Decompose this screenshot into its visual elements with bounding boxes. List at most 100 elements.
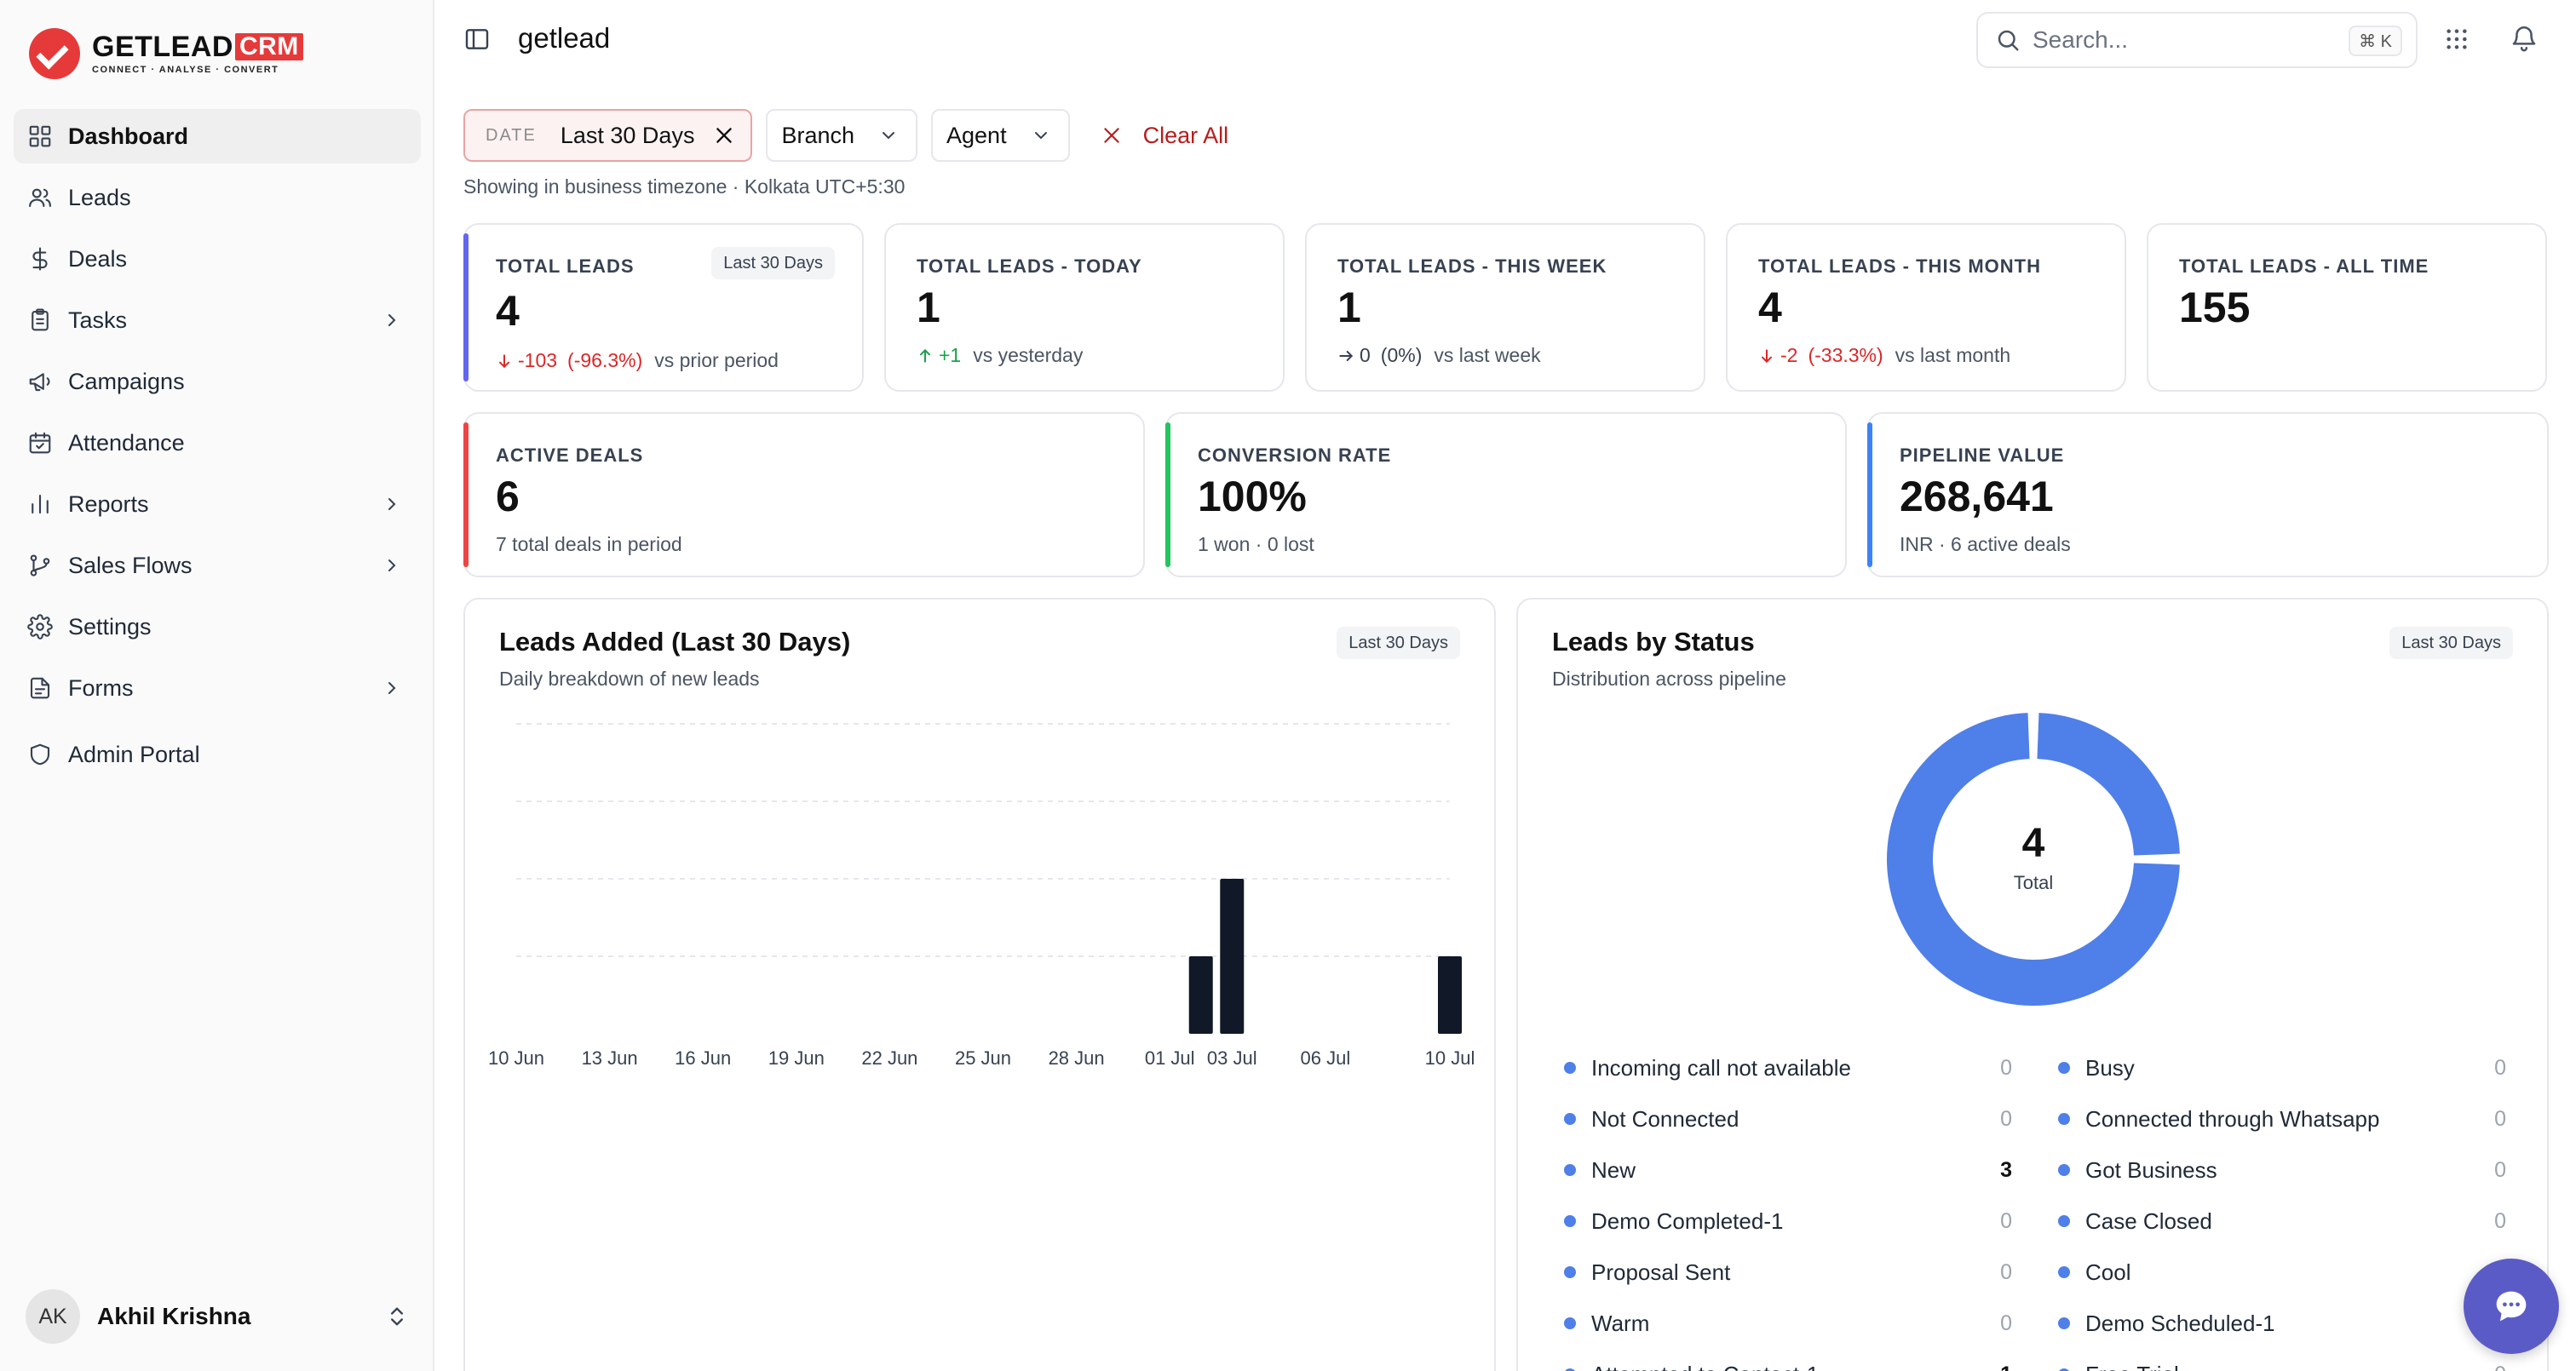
apps-grid-icon[interactable] <box>2443 26 2470 53</box>
legend-item[interactable]: Demo Completed-1 0 <box>1552 1196 2022 1247</box>
kpi-compare: vs yesterday <box>973 344 1084 366</box>
x-tick-label: 22 Jun <box>861 1047 917 1069</box>
legend-item[interactable]: Attempted to Contact-1 1 <box>1552 1349 2022 1371</box>
legend-count: 0 <box>2494 1209 2506 1233</box>
legend-count: 0 <box>2494 1362 2506 1371</box>
legend-count: 0 <box>2000 1209 2012 1233</box>
legend-dot <box>1564 1317 1576 1329</box>
donut-slice[interactable] <box>2037 713 2180 856</box>
legend-item[interactable]: Warm 0 <box>1552 1298 2022 1349</box>
legend-item[interactable]: Demo Scheduled-10 <box>2046 1298 2516 1349</box>
sidebar-item-deals[interactable]: Deals <box>14 232 421 286</box>
kpi-card: TOTAL LEADS - THIS MONTH 4 -2 (-33.3%) vs la… <box>1726 223 2126 392</box>
sidebar-item-campaigns[interactable]: Campaigns <box>14 354 421 409</box>
legend-label: Demo Completed-1 <box>1591 1208 1784 1234</box>
legend-item[interactable]: Case Closed 0 <box>2046 1196 2516 1247</box>
chevrons-up-down-icon <box>391 1307 403 1326</box>
sidebar-item-label: Attendance <box>68 429 185 456</box>
status-chart-subtitle: Distribution across pipeline <box>1552 668 1786 690</box>
kpi-delta: +1 <box>939 344 962 366</box>
kpi-delta: -2 <box>1780 344 1798 366</box>
chart-bar[interactable] <box>1220 879 1245 1034</box>
sidebar-item-label: Deals <box>68 245 128 272</box>
leads-added-card: Leads Added (Last 30 Days) Daily breakdo… <box>463 598 1496 1371</box>
sidebar-item-forms[interactable]: Forms <box>14 661 421 715</box>
sidebar-item-label: Settings <box>68 613 152 640</box>
legend-item[interactable]: Cool0 <box>2046 1247 2516 1298</box>
donut-slice[interactable] <box>1887 713 2180 1006</box>
status-chart-title: Leads by Status <box>1552 627 1755 657</box>
x-tick-label: 19 Jun <box>768 1047 825 1069</box>
user-name: Akhil Krishna <box>97 1303 251 1329</box>
close-icon <box>1103 128 1119 143</box>
sidebar-item-leads[interactable]: Leads <box>14 170 421 225</box>
sidebar-item-attendance[interactable]: Attendance <box>14 416 421 470</box>
user-menu[interactable]: AK Akhil Krishna <box>26 1289 409 1344</box>
legend-item[interactable]: Not Connected 0 <box>1552 1093 2022 1144</box>
kpi-range-badge: Last 30 Days <box>711 247 835 279</box>
sidebar-item-label: Dashboard <box>68 123 189 149</box>
legend-item[interactable]: Free Trial 0 <box>2046 1349 2516 1371</box>
legend-dot <box>2058 1317 2070 1329</box>
sidebar: GETLEAD CRM CONNECT · ANALYSE · CONVERT … <box>0 0 434 1371</box>
leads-chart-subtitle: Daily breakdown of new leads <box>499 668 760 690</box>
legend-item[interactable]: Incoming call not available 0 <box>1552 1042 2022 1093</box>
sidebar-item-sales-flows[interactable]: Sales Flows <box>14 538 421 593</box>
x-tick-label: 13 Jun <box>582 1047 638 1069</box>
sidebar-item-reports[interactable]: Reports <box>14 477 421 531</box>
kpi-delta-pct: (0%) <box>1380 344 1423 366</box>
legend-item[interactable]: Busy 0 <box>2046 1042 2516 1093</box>
kpi-value: 1 <box>1337 284 1361 331</box>
close-icon[interactable] <box>713 124 735 146</box>
date-filter-chip[interactable]: DATE Last 30 Days <box>463 109 753 162</box>
legend-label: Incoming call not available <box>1591 1054 1851 1081</box>
legend-count: 0 <box>2000 1260 2012 1284</box>
logo[interactable]: GETLEAD CRM CONNECT · ANALYSE · CONVERT <box>29 27 303 80</box>
x-tick-label: 03 Jul <box>1207 1047 1257 1069</box>
metric-sub: INR · 6 active deals <box>1900 533 2071 555</box>
top-header: getlead ⌘ K <box>436 0 2576 80</box>
leads-bar-chart: 10 Jun 13 Jun 16 Jun 19 Jun 22 Jun 25 Jun 28 J… <box>488 723 1475 1069</box>
legend-item[interactable]: Proposal Sent 0 <box>1552 1247 2022 1298</box>
kpi-delta-row: 0 (0%) vs last week <box>1337 344 1541 367</box>
sidebar-item-settings[interactable]: Settings <box>14 599 421 654</box>
sidebar-item-tasks[interactable]: Tasks <box>14 293 421 347</box>
arrow-down-icon <box>1762 348 1772 363</box>
sidebar-item-label: Forms <box>68 674 134 701</box>
legend-dot <box>2058 1215 2070 1227</box>
search-box[interactable]: ⌘ K <box>1976 12 2418 68</box>
agent-select[interactable]: Agent <box>931 109 1070 162</box>
legend-item[interactable]: New 3 <box>1552 1144 2022 1196</box>
chat-button[interactable] <box>2464 1259 2559 1354</box>
date-filter-value: Last 30 Days <box>560 122 695 148</box>
branch-select[interactable]: Branch <box>766 109 918 162</box>
x-tick-label: 28 Jun <box>1049 1047 1105 1069</box>
sidebar-item-label: Reports <box>68 490 149 517</box>
bell-icon[interactable] <box>2510 24 2539 53</box>
legend-item[interactable]: Got Business 0 <box>2046 1144 2516 1196</box>
kpi-card: TOTAL LEADS - TODAY 1 +1 vs yesterday <box>884 223 1285 392</box>
chart-bar[interactable] <box>1188 956 1213 1034</box>
sidebar-item-admin-portal[interactable]: Admin Portal <box>14 727 421 782</box>
kpi-card: TOTAL LEADS 4 Last 30 Days -103 (-96.3%) vs p… <box>463 223 864 392</box>
clear-all-button[interactable]: Clear All <box>1101 123 1228 149</box>
metric-value: 100% <box>1198 473 1307 520</box>
chart-bar[interactable] <box>1438 956 1462 1034</box>
chevron-right-icon <box>388 559 396 571</box>
form-icon <box>27 675 53 701</box>
chat-icon <box>2496 1291 2527 1322</box>
search-input[interactable] <box>2033 26 2339 54</box>
legend-item[interactable]: Connected through Whatsapp 0 <box>2046 1093 2516 1144</box>
x-tick-label: 25 Jun <box>955 1047 1011 1069</box>
arrow-right-icon <box>1339 350 1354 361</box>
legend-dot <box>2058 1113 2070 1125</box>
legend-count: 0 <box>2000 1107 2012 1131</box>
legend-label: Cool <box>2085 1259 2131 1285</box>
legend-label: Demo Scheduled-1 <box>2085 1310 2275 1336</box>
sidebar-item-dashboard[interactable]: Dashboard <box>14 109 421 163</box>
legend-label: Warm <box>1591 1310 1650 1336</box>
search-shortcut: ⌘ K <box>2349 26 2402 56</box>
gear-icon <box>27 614 53 640</box>
sidebar-toggle-icon[interactable] <box>463 26 491 53</box>
search-icon <box>1998 30 2019 51</box>
